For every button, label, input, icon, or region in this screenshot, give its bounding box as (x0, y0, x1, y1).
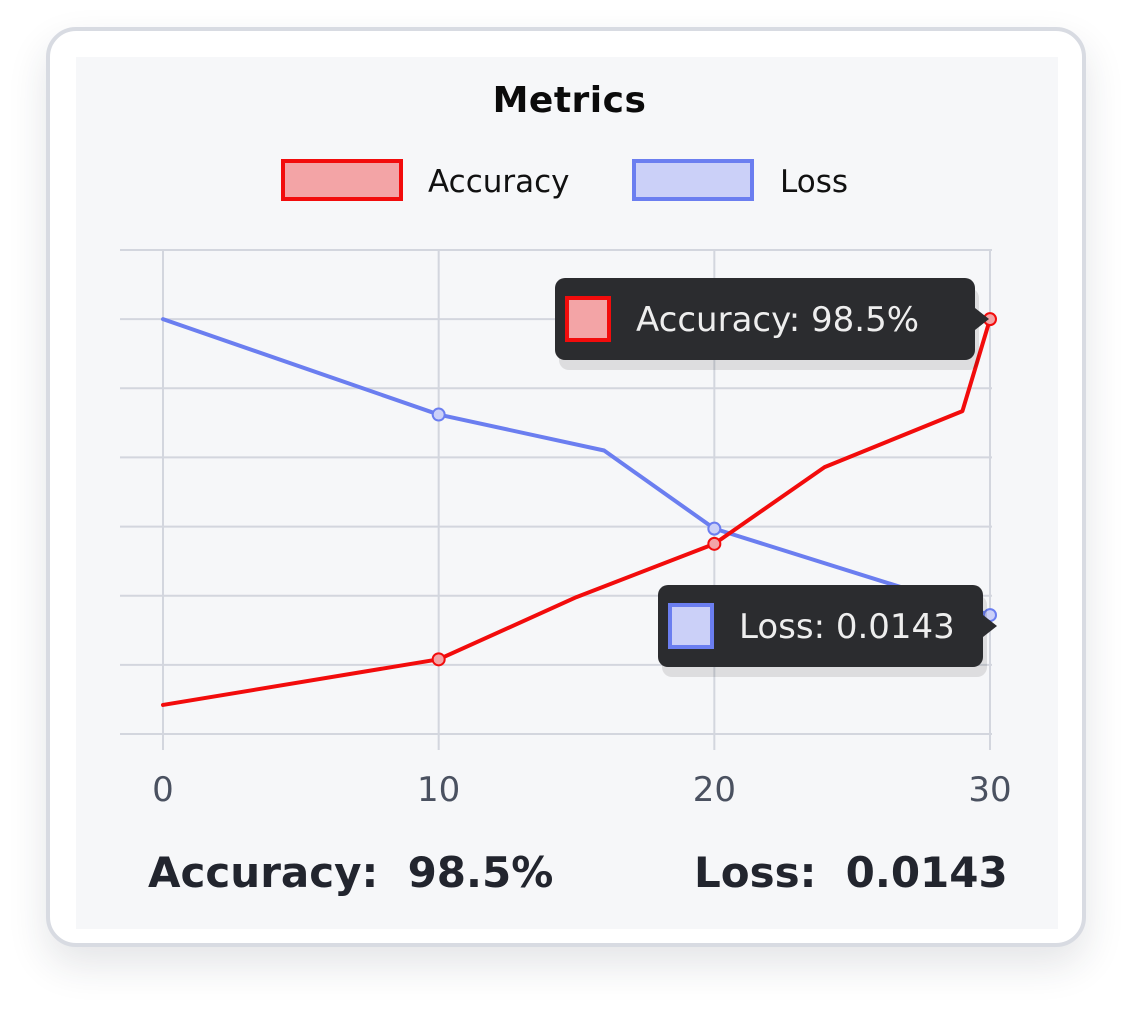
legend-label: Accuracy (428, 164, 570, 200)
data-point-loss (707, 521, 722, 536)
legend-item-loss: Loss (632, 159, 848, 201)
tooltip-accuracy: Accuracy: 98.5% (555, 278, 989, 370)
tooltip-swatch (565, 296, 611, 342)
tooltip-loss: Loss: 0.0143 (658, 585, 997, 677)
series-line-loss (161, 317, 992, 618)
loss-summary: Loss: 0.0143 (694, 848, 1008, 897)
data-point-accuracy (707, 536, 722, 551)
x-tick-label: 10 (417, 770, 460, 810)
legend-swatch (632, 159, 754, 201)
x-tick-label: 0 (152, 770, 174, 810)
data-point-accuracy (431, 652, 446, 667)
data-point-loss (431, 407, 446, 422)
tooltip-pointer (983, 615, 997, 637)
legend-swatch (281, 159, 403, 201)
metrics-card (46, 27, 1086, 947)
tooltip-pointer (975, 308, 989, 330)
tooltip-label: Accuracy: 98.5% (636, 300, 919, 340)
legend-item-accuracy: Accuracy (281, 159, 570, 201)
legend-label: Loss (780, 164, 848, 200)
chart-panel (76, 57, 1058, 929)
x-tick-label: 20 (693, 770, 736, 810)
tooltip-box (555, 278, 975, 360)
tooltip-box (658, 585, 983, 667)
tooltip-label: Loss: 0.0143 (739, 607, 955, 647)
accuracy-summary: Accuracy: 98.5% (148, 848, 554, 897)
chart-title: Metrics (492, 80, 647, 121)
grid (120, 249, 992, 750)
x-tick-label: 30 (968, 770, 1011, 810)
tooltip-swatch (668, 603, 714, 649)
